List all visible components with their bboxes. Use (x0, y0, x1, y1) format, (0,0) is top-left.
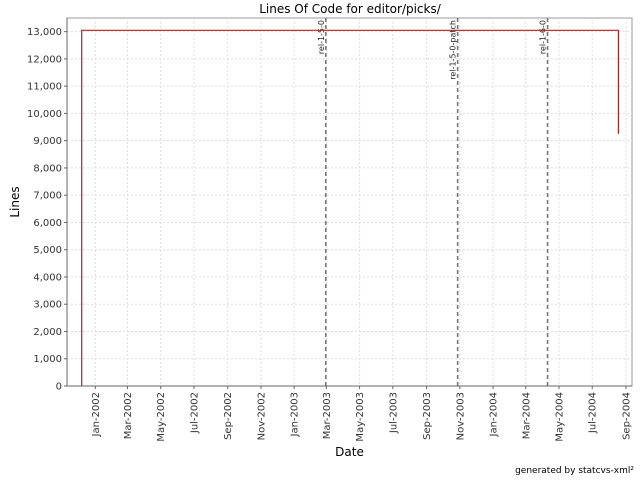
y-tick-label: 7,000 (33, 191, 62, 202)
tag-marker-label: rel-1-5-0-patch (449, 20, 458, 80)
x-tick-label: Nov-2003 (455, 392, 466, 440)
x-tick-label: Jul-2003 (388, 392, 399, 434)
y-tick-label: 9,000 (33, 136, 62, 147)
tag-marker-label: rel-1-5-0 (317, 20, 326, 54)
x-tick-label: Jan-2003 (290, 392, 301, 437)
tag-markers: rel-1-5-0 rel-1-5-0-patch rel-1-6-0 (317, 18, 549, 386)
series-line (81, 29, 620, 386)
x-tick-label: Jul-2004 (588, 392, 599, 434)
generator-credit: generated by statcvs-xml² (515, 466, 634, 476)
y-tick-label: 1,000 (33, 354, 62, 365)
chart-title: Lines Of Code for editor/picks/ (259, 2, 442, 16)
x-tick-label: Sep-2003 (422, 392, 433, 440)
y-tick-label: 5,000 (33, 245, 62, 256)
y-tick-label: 0 (56, 382, 62, 393)
y-tick-label: 3,000 (33, 300, 62, 311)
x-tick-label: Jan-2002 (91, 392, 102, 437)
y-axis: 0 1,000 2,000 3,000 4,000 5,000 6,000 7,000 8,00… (27, 18, 68, 393)
y-tick-label: 8,000 (33, 163, 62, 174)
y-tick-label: 6,000 (33, 218, 62, 229)
x-tick-label: May-2002 (156, 392, 167, 442)
y-tick-label: 13,000 (27, 27, 62, 38)
x-tick-label: Mar-2002 (123, 392, 134, 439)
x-tick-label: May-2004 (554, 392, 565, 442)
x-tick-label: Jan-2004 (489, 392, 500, 437)
gridlines (67, 18, 632, 386)
y-tick-label: 11,000 (27, 82, 62, 93)
x-tick-label: Sep-2004 (622, 392, 633, 440)
y-tick-label: 12,000 (27, 54, 62, 65)
x-tick-label: Jul-2002 (189, 392, 200, 434)
x-tick-label: Nov-2002 (256, 392, 267, 440)
y-axis-title: Lines (8, 186, 22, 217)
y-tick-label: 10,000 (27, 109, 62, 120)
x-tick-label: Sep-2002 (223, 392, 234, 440)
x-tick-label: May-2003 (355, 392, 366, 442)
x-axis-title: Date (335, 445, 364, 459)
x-axis: Jan-2002 Mar-2002 May-2002 Jul-2002 Sep-2002… (67, 385, 633, 442)
x-tick-label: Mar-2004 (521, 392, 532, 439)
y-tick-label: 4,000 (33, 272, 62, 283)
y-tick-label: 2,000 (33, 327, 62, 338)
series-group (81, 29, 620, 386)
tag-marker-label: rel-1-6-0 (539, 20, 548, 54)
x-tick-label: Mar-2003 (322, 392, 333, 439)
